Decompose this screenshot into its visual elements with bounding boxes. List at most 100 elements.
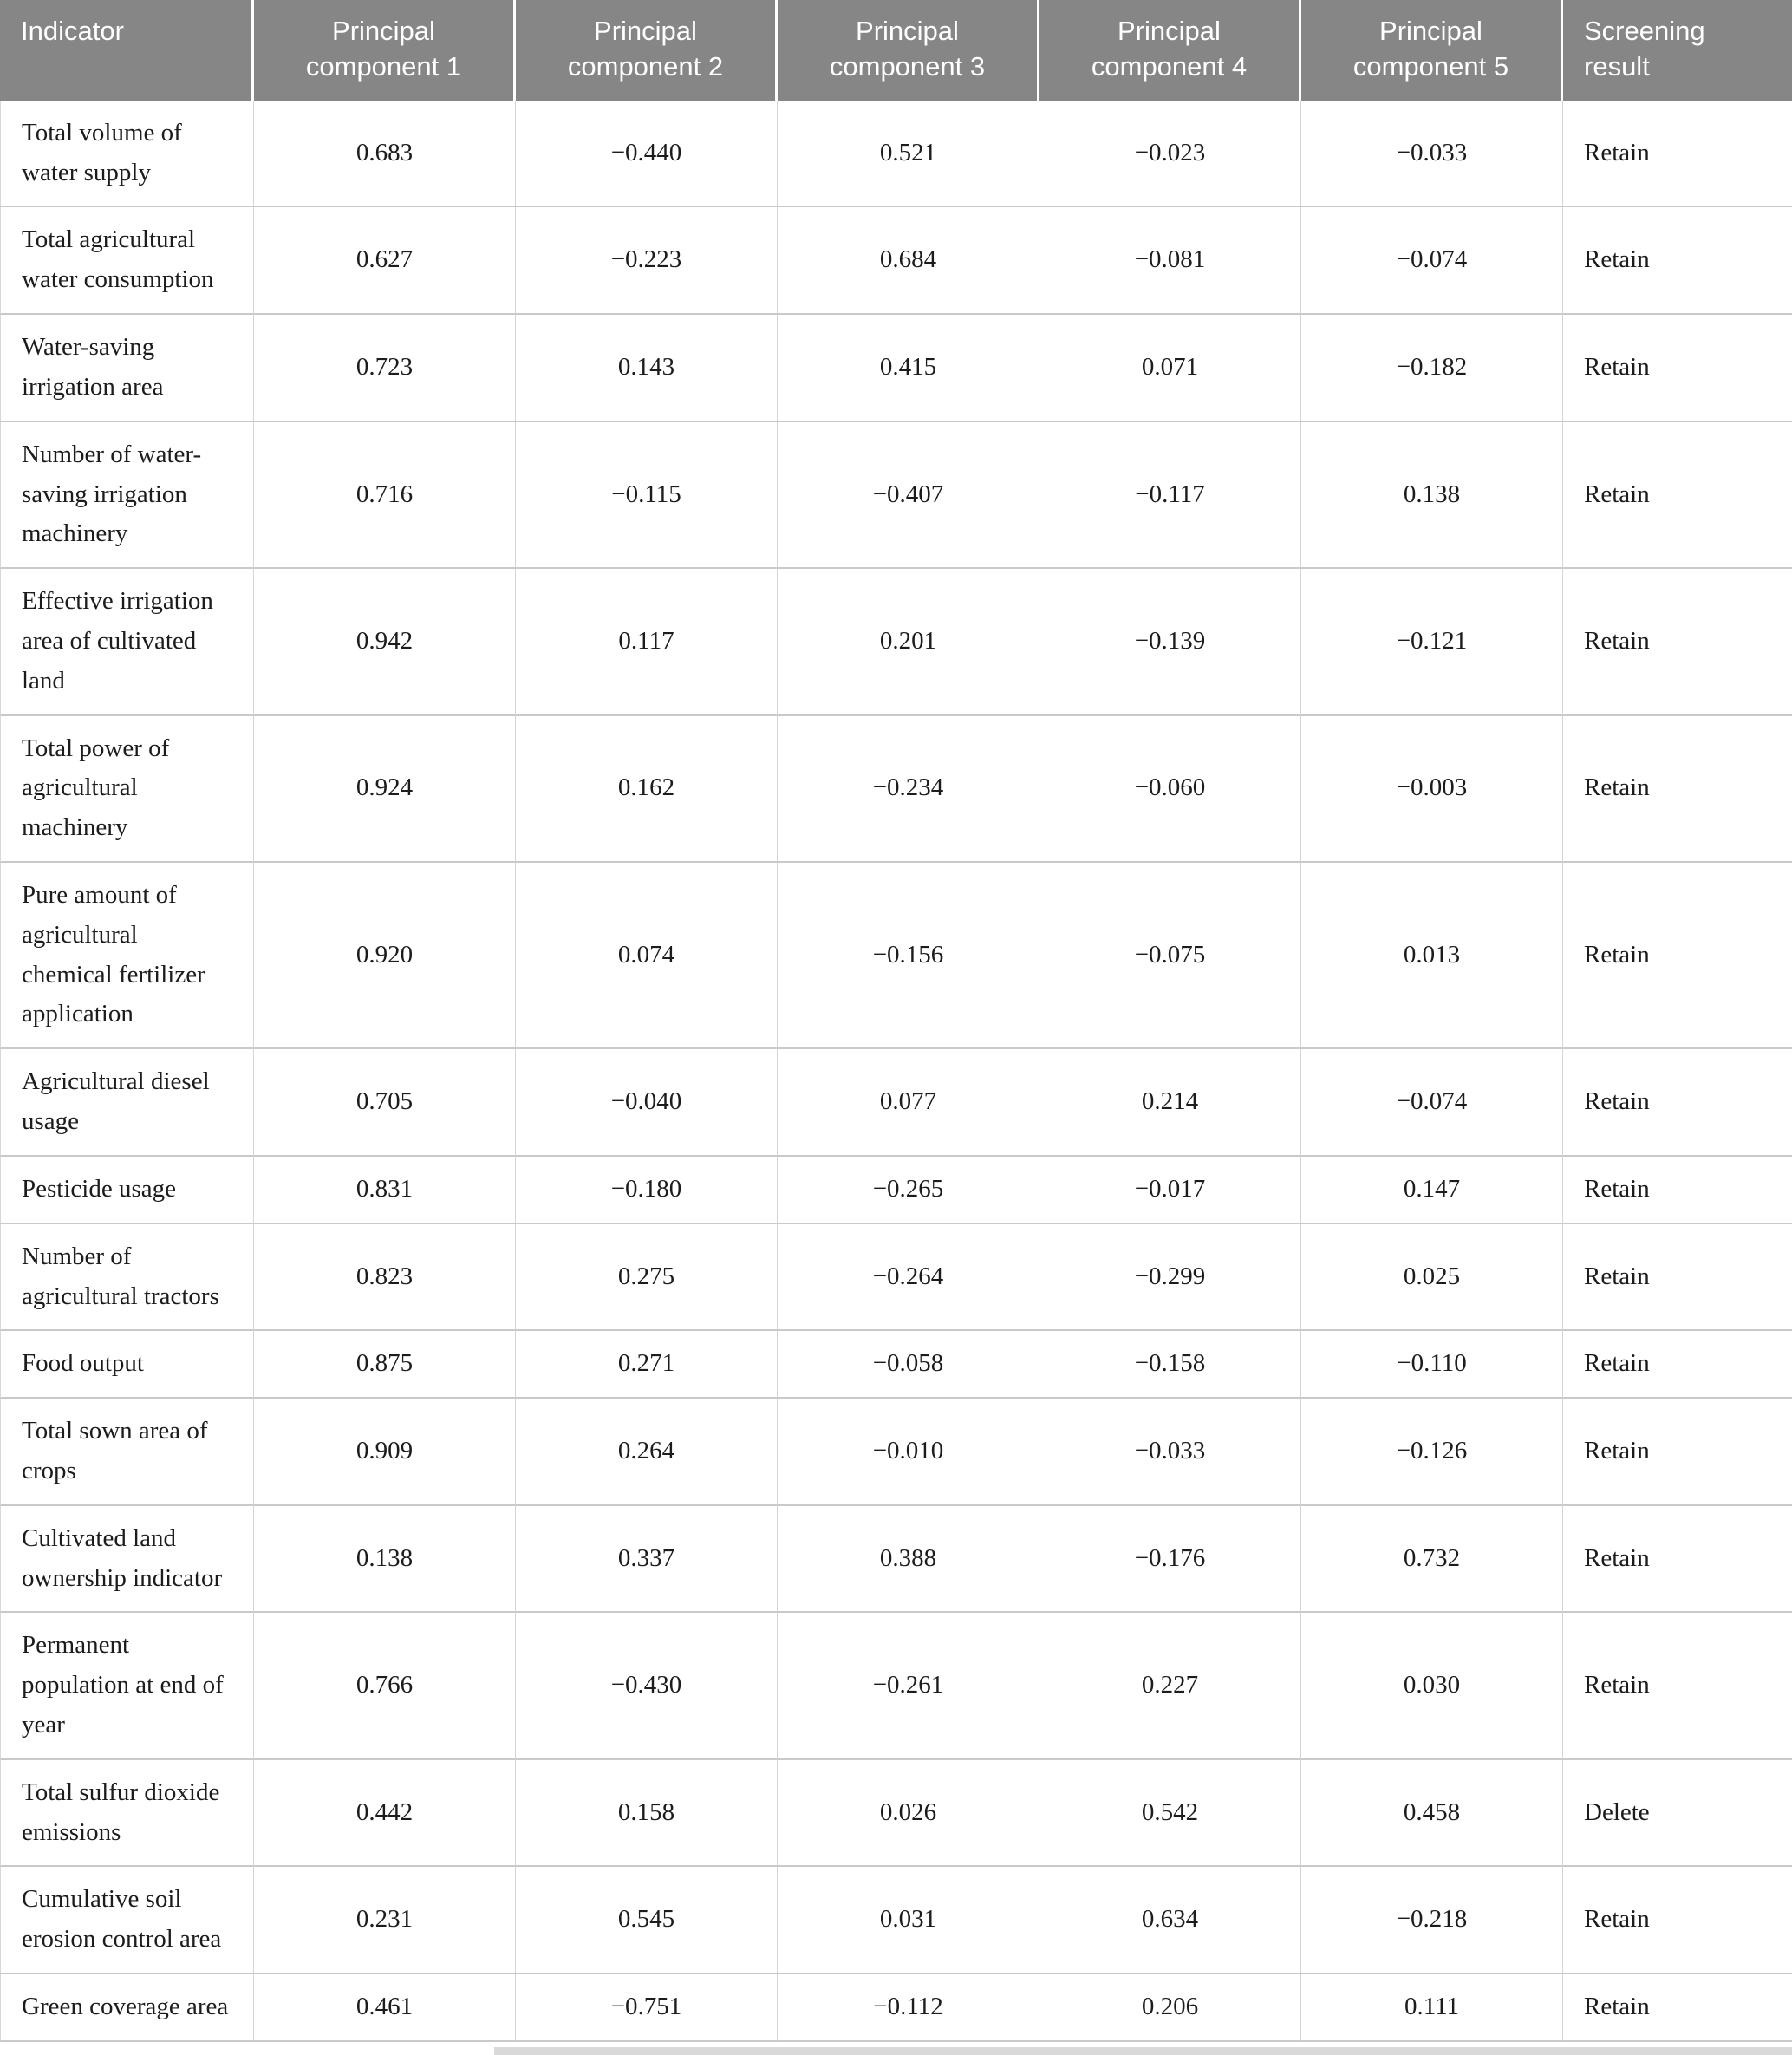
- table-body: Total volume of water supply 0.683 −0.440 0…: [0, 100, 1792, 2042]
- screening-result-cell: Retain: [1563, 1399, 1792, 1506]
- pc4-loading-cell: 0.071: [1039, 315, 1301, 422]
- pc3-loading-cell: −0.112: [778, 1974, 1039, 2042]
- indicator-cell: Food output: [0, 1331, 254, 1399]
- indicator-cell: Permanent population at end of year: [0, 1613, 254, 1760]
- table-row: Pesticide usage 0.831 −0.180 −0.265 −0.017 0.…: [0, 1156, 1792, 1224]
- pc2-loading-cell: 0.162: [516, 715, 778, 863]
- pc5-loading-cell: −0.110: [1301, 1331, 1563, 1399]
- pc1-loading-cell: 0.766: [254, 1613, 516, 1760]
- pc4-loading-cell: −0.117: [1039, 421, 1301, 570]
- pc1-loading-cell: 0.705: [254, 1049, 516, 1157]
- screening-result-cell: Retain: [1563, 715, 1792, 863]
- pc3-loading-cell: 0.415: [778, 315, 1039, 422]
- pc5-loading-cell: −0.121: [1301, 569, 1563, 716]
- pc4-loading-cell: 0.227: [1039, 1613, 1301, 1760]
- pc3-loading-cell: 0.077: [778, 1049, 1039, 1157]
- screening-result-cell: Delete: [1563, 1759, 1792, 1868]
- pc1-loading-cell: 0.831: [254, 1156, 516, 1224]
- screening-result-cell: Retain: [1563, 1505, 1792, 1614]
- table-row: Total sown area of crops 0.909 0.264 −0.010…: [0, 1399, 1792, 1506]
- pc1-loading-cell: 0.138: [254, 1505, 516, 1614]
- pc3-loading-cell: 0.521: [778, 100, 1039, 208]
- pc2-loading-cell: 0.143: [516, 315, 778, 422]
- screening-result-cell: Retain: [1563, 1049, 1792, 1157]
- pc2-loading-cell: −0.751: [516, 1974, 778, 2042]
- column-header-screening-result: Screening result: [1563, 0, 1792, 101]
- column-header-pc1: Principal component 1: [254, 0, 516, 101]
- pc4-loading-cell: −0.075: [1039, 863, 1301, 1050]
- pc2-loading-cell: −0.180: [516, 1156, 778, 1224]
- pc1-loading-cell: 0.823: [254, 1223, 516, 1332]
- pc1-loading-cell: 0.683: [254, 100, 516, 208]
- indicator-cell: Green coverage area: [0, 1974, 254, 2042]
- pc1-loading-cell: 0.231: [254, 1867, 516, 1975]
- pc3-loading-cell: −0.058: [778, 1331, 1039, 1399]
- pc5-loading-cell: −0.074: [1301, 207, 1563, 316]
- pc5-loading-cell: −0.218: [1301, 1867, 1563, 1975]
- pc4-loading-cell: −0.176: [1039, 1505, 1301, 1614]
- pc4-loading-cell: 0.634: [1039, 1867, 1301, 1975]
- table-row: Permanent population at end of year 0.766…: [0, 1613, 1792, 1760]
- pc5-loading-cell: −0.003: [1301, 715, 1563, 863]
- pc3-loading-cell: 0.201: [778, 569, 1039, 716]
- indicator-cell: Total power of agricultural machinery: [0, 715, 254, 863]
- pc4-loading-cell: −0.139: [1039, 569, 1301, 716]
- pc2-loading-cell: 0.074: [516, 863, 778, 1050]
- pc5-loading-cell: −0.126: [1301, 1399, 1563, 1506]
- indicator-cell: Total sulfur dioxide emissions: [0, 1759, 254, 1868]
- table-row: Total power of agricultural machinery 0.9…: [0, 715, 1792, 863]
- pc2-loading-cell: 0.337: [516, 1505, 778, 1614]
- column-header-pc5: Principal component 5: [1301, 0, 1563, 101]
- table-row: Cumulative soil erosion control area 0.23…: [0, 1867, 1792, 1975]
- pc2-loading-cell: 0.275: [516, 1223, 778, 1332]
- pc2-loading-cell: −0.040: [516, 1049, 778, 1157]
- pc4-loading-cell: 0.214: [1039, 1049, 1301, 1157]
- indicator-cell: Total sown area of crops: [0, 1399, 254, 1506]
- indicator-cell: Total agricultural water consumption: [0, 207, 254, 316]
- indicator-cell: Pesticide usage: [0, 1156, 254, 1224]
- pc5-loading-cell: 0.458: [1301, 1759, 1563, 1868]
- column-header-pc4: Principal component 4: [1039, 0, 1301, 101]
- screening-result-cell: Retain: [1563, 863, 1792, 1050]
- pc1-loading-cell: 0.875: [254, 1331, 516, 1399]
- pc1-loading-cell: 0.627: [254, 207, 516, 316]
- page-bottom-divider: [494, 2046, 1792, 2055]
- indicator-cell: Total volume of water supply: [0, 100, 254, 208]
- pc1-loading-cell: 0.909: [254, 1399, 516, 1506]
- table-row: Effective irrigation area of cultivated …: [0, 569, 1792, 716]
- indicator-cell: Effective irrigation area of cultivated …: [0, 569, 254, 716]
- pc5-loading-cell: 0.111: [1301, 1974, 1563, 2042]
- table-row: Agricultural diesel usage 0.705 −0.040 0.07…: [0, 1049, 1792, 1157]
- table-row: Water-saving irrigation area 0.723 0.143 0.…: [0, 315, 1792, 422]
- pc4-loading-cell: −0.299: [1039, 1223, 1301, 1332]
- indicator-cell: Number of water-saving irrigation machin…: [0, 421, 254, 570]
- pc5-loading-cell: −0.182: [1301, 315, 1563, 422]
- indicator-cell: Number of agricultural tractors: [0, 1223, 254, 1332]
- pc3-loading-cell: −0.265: [778, 1156, 1039, 1224]
- pc5-loading-cell: −0.033: [1301, 100, 1563, 208]
- pc5-loading-cell: 0.732: [1301, 1505, 1563, 1614]
- pc5-loading-cell: −0.074: [1301, 1049, 1563, 1157]
- column-header-indicator: Indicator: [0, 0, 254, 101]
- table-row: Pure amount of agricultural chemical fer…: [0, 863, 1792, 1050]
- pc2-loading-cell: −0.430: [516, 1613, 778, 1760]
- pc3-loading-cell: −0.407: [778, 421, 1039, 570]
- screening-result-cell: Retain: [1563, 1223, 1792, 1332]
- pc1-loading-cell: 0.461: [254, 1974, 516, 2042]
- pc5-loading-cell: 0.025: [1301, 1223, 1563, 1332]
- pc3-loading-cell: 0.684: [778, 207, 1039, 316]
- pc3-loading-cell: −0.010: [778, 1399, 1039, 1506]
- pc5-loading-cell: 0.138: [1301, 421, 1563, 570]
- indicator-cell: Cumulative soil erosion control area: [0, 1867, 254, 1975]
- screening-result-cell: Retain: [1563, 421, 1792, 570]
- pc1-loading-cell: 0.924: [254, 715, 516, 863]
- screening-result-cell: Retain: [1563, 1867, 1792, 1975]
- table-row: Number of agricultural tractors 0.823 0.27…: [0, 1223, 1792, 1332]
- pc3-loading-cell: 0.388: [778, 1505, 1039, 1614]
- table-row: Food output 0.875 0.271 −0.058 −0.158 −0.110 R…: [0, 1331, 1792, 1399]
- screening-result-cell: Retain: [1563, 315, 1792, 422]
- screening-result-cell: Retain: [1563, 1156, 1792, 1224]
- pc3-loading-cell: −0.264: [778, 1223, 1039, 1332]
- pc2-loading-cell: 0.264: [516, 1399, 778, 1506]
